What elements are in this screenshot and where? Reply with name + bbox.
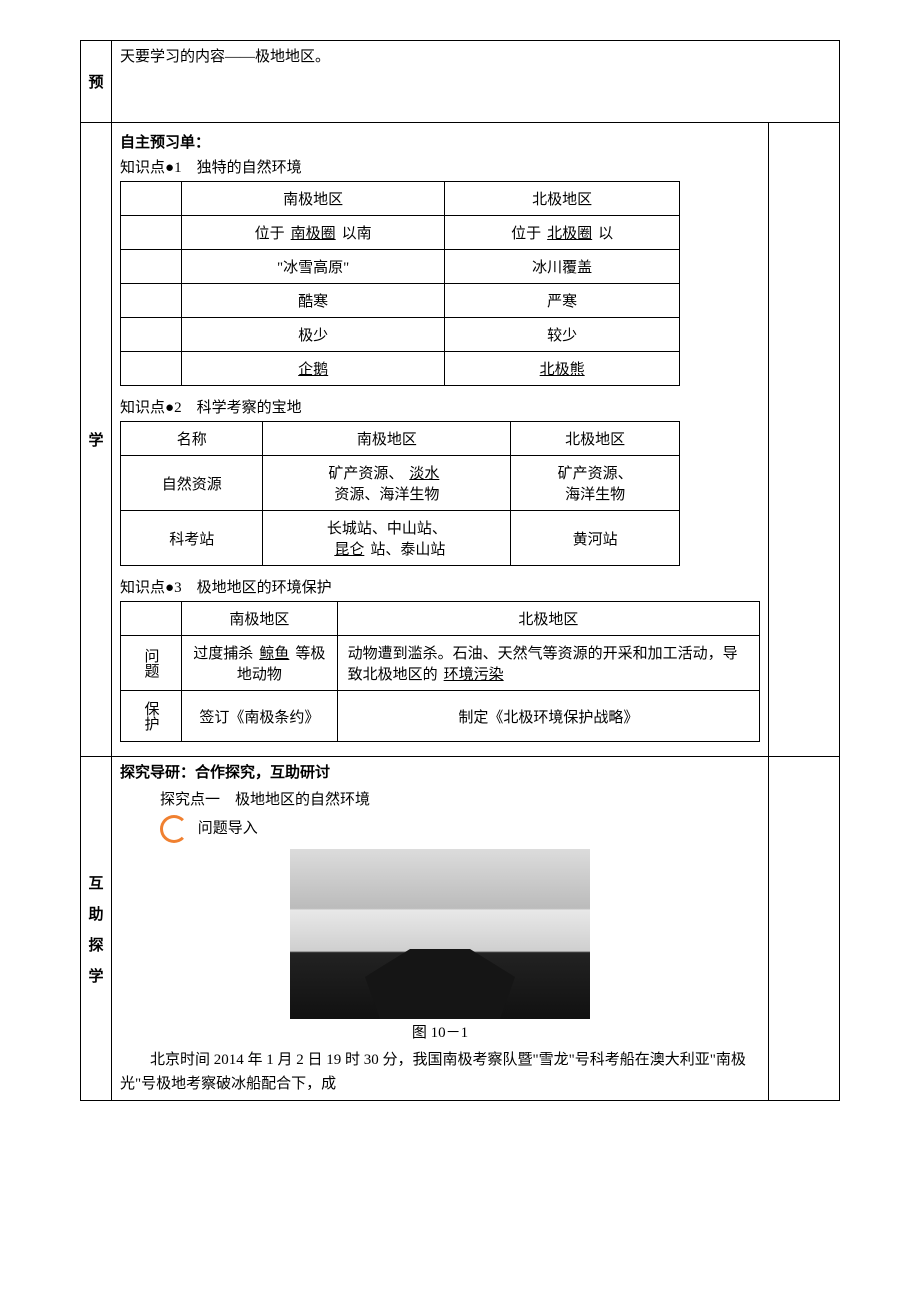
explore-point1: 探究点一 极地地区的自然环境 xyxy=(160,788,760,809)
t1-r1-south: 位于南极圈以南 xyxy=(182,216,445,250)
t3-r1-south: 过度捕杀鲸鱼等极地动物 xyxy=(182,636,338,691)
side-explore: 互 助 探 学 xyxy=(81,757,112,1101)
t3-h-north: 北极地区 xyxy=(337,602,759,636)
explore-cell: 探究导研：合作探究，互助研讨 探究点一 极地地区的自然环境 问题导入 图 10－… xyxy=(112,757,769,1101)
t3-r2-south: 签订《南极条约》 xyxy=(182,691,338,742)
t2-r1-north: 矿产资源、海洋生物 xyxy=(511,456,680,511)
t3-r2-north: 制定《北极环境保护战略》 xyxy=(337,691,759,742)
side-pre-1: 预 xyxy=(81,41,112,123)
t2-h-north: 北极地区 xyxy=(511,422,680,456)
t1-r2-south: "冰雪高原" xyxy=(182,250,445,284)
t1-r3-north: 严寒 xyxy=(445,284,680,318)
t2-h-name: 名称 xyxy=(121,422,263,456)
lesson-table: 预 天要学习的内容——极地地区。 学 自主预习单： 知识点●1 独特的自然环境 … xyxy=(80,40,840,1101)
spiral-icon xyxy=(160,815,188,843)
kp1-title: 知识点●1 独特的自然环境 xyxy=(120,156,760,177)
t1-r1-north: 位于北极圈以 xyxy=(445,216,680,250)
kp2-title: 知识点●2 科学考察的宝地 xyxy=(120,396,760,417)
explore-header: 探究导研：合作探究，互助研讨 xyxy=(120,761,760,782)
t3-r1-north: 动物遭到滥杀。石油、天然气等资源的开采和加工活动，导致北极地区的环境污染 xyxy=(337,636,759,691)
t3-r2-name: 保护 xyxy=(121,691,182,742)
question-intro: 问题导入 xyxy=(160,815,760,843)
intro-cell: 天要学习的内容——极地地区。 xyxy=(112,41,840,123)
t1-r5-north: 北极熊 xyxy=(445,352,680,386)
right-margin-1 xyxy=(769,123,840,757)
right-margin-2 xyxy=(769,757,840,1101)
t3-h-south: 南极地区 xyxy=(182,602,338,636)
table-kp2: 名称 南极地区 北极地区 自然资源 矿产资源、淡水 资源、海洋生物 矿产资源、海… xyxy=(120,421,680,566)
table-kp3: 南极地区 北极地区 问题 过度捕杀鲸鱼等极地动物 动物遭到滥杀。石油、天然气等资… xyxy=(120,601,760,742)
t2-r1-name: 自然资源 xyxy=(121,456,263,511)
t1-r5-south: 企鹅 xyxy=(182,352,445,386)
t2-r2-name: 科考站 xyxy=(121,511,263,566)
explore-paragraph: 北京时间 2014 年 1 月 2 日 19 时 30 分，我国南极考察队暨"雪… xyxy=(120,1048,760,1096)
kp3-title: 知识点●3 极地地区的环境保护 xyxy=(120,576,760,597)
t2-r1-south: 矿产资源、淡水 资源、海洋生物 xyxy=(263,456,511,511)
t2-r2-north: 黄河站 xyxy=(511,511,680,566)
t1-r2-north: 冰川覆盖 xyxy=(445,250,680,284)
t1-r4-south: 极少 xyxy=(182,318,445,352)
prestudy-cell: 自主预习单： 知识点●1 独特的自然环境 南极地区 北极地区 位于南极圈以南 位… xyxy=(112,123,769,757)
figure-caption: 图 10－1 xyxy=(120,1021,760,1042)
figure-10-1-photo xyxy=(290,849,590,1019)
t1-h-north: 北极地区 xyxy=(445,182,680,216)
t2-h-south: 南极地区 xyxy=(263,422,511,456)
table-kp1: 南极地区 北极地区 位于南极圈以南 位于北极圈以 "冰雪高原" 冰川覆盖 酷寒 xyxy=(120,181,680,386)
t1-r3-south: 酷寒 xyxy=(182,284,445,318)
intro-text: 天要学习的内容——极地地区。 xyxy=(120,49,330,65)
t1-h-south: 南极地区 xyxy=(182,182,445,216)
t3-r1-name: 问题 xyxy=(121,636,182,691)
t1-r4-north: 较少 xyxy=(445,318,680,352)
self-study-title: 自主预习单： xyxy=(120,131,760,152)
t2-r2-south: 长城站、中山站、 昆仑站、泰山站 xyxy=(263,511,511,566)
side-pre-2: 学 xyxy=(81,123,112,757)
